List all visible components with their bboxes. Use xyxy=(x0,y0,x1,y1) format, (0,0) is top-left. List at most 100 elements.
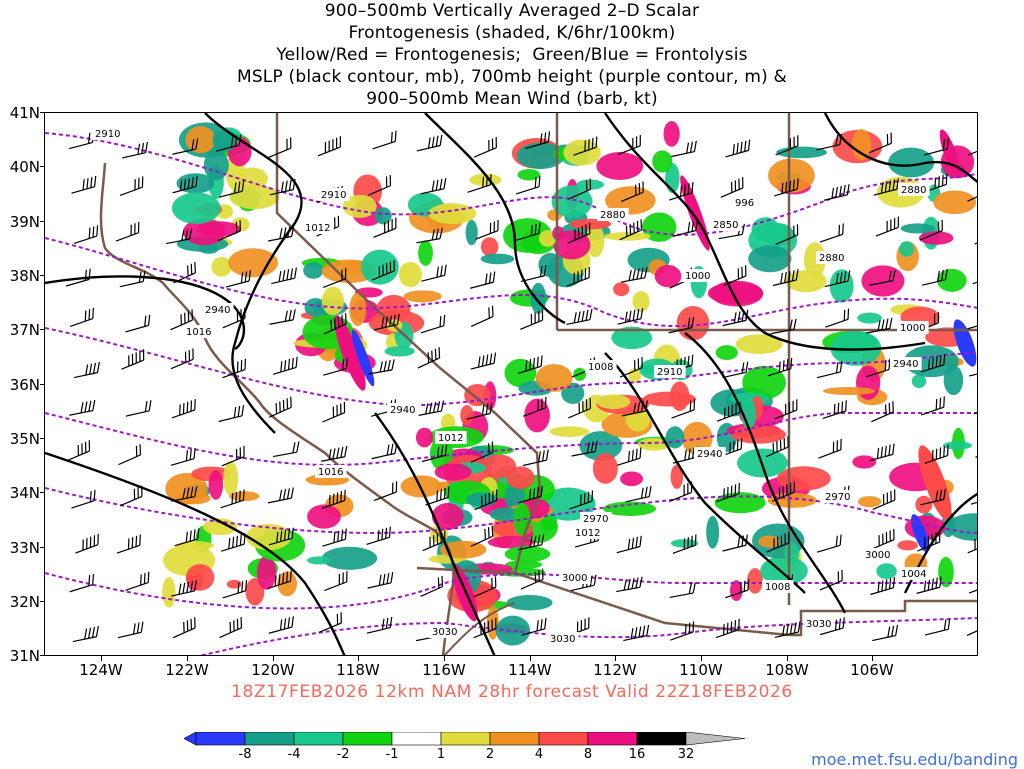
wind-barb xyxy=(63,440,93,460)
mslp-label: 1000 xyxy=(900,323,925,334)
wind-barb xyxy=(817,224,847,243)
shading-cell xyxy=(613,282,629,296)
shading-cell xyxy=(432,503,464,530)
shading-cell xyxy=(652,150,672,172)
shading-cell xyxy=(706,516,719,549)
shading-cell xyxy=(593,453,618,484)
shading-cell xyxy=(307,556,331,564)
wind-barb xyxy=(268,309,297,324)
lat-label: 35N xyxy=(0,431,40,447)
lon-tick xyxy=(872,656,873,661)
shading-cell xyxy=(664,121,680,147)
colorbar-segment xyxy=(539,732,588,745)
shading-cell xyxy=(185,126,215,153)
wind-barb xyxy=(621,625,650,641)
colorbar-arrow-right xyxy=(686,732,745,745)
shading-cell xyxy=(899,241,914,257)
shading-cell xyxy=(550,426,590,437)
lat-label: 32N xyxy=(0,594,40,610)
title-line-4: MSLP (black contour, mb), 700mb height (… xyxy=(0,66,1024,88)
wind-barb xyxy=(319,402,349,422)
mslp-label: 1004 xyxy=(901,569,926,580)
title-block: 900–500mb Vertically Averaged 2–D Scalar… xyxy=(0,0,1024,110)
shading-cell xyxy=(858,496,881,507)
shading-cell xyxy=(172,192,221,224)
wind-barb xyxy=(868,529,898,549)
lat-label: 37N xyxy=(0,322,40,338)
wind-barb xyxy=(216,405,246,421)
shading-cell xyxy=(776,147,827,159)
shading-cell xyxy=(731,425,786,443)
shading-cell xyxy=(481,254,515,265)
height-label: 2940 xyxy=(390,405,415,416)
shading-cell xyxy=(944,365,964,395)
lon-label: 106W xyxy=(842,662,902,678)
height-label: 3000 xyxy=(562,573,587,584)
lon-tick xyxy=(358,656,359,661)
colorbar-segment xyxy=(196,732,245,745)
wind-barb xyxy=(270,357,300,375)
wind-barb xyxy=(970,266,978,284)
shading-cell xyxy=(901,223,936,233)
lon-label: 118W xyxy=(328,662,388,678)
height-contour xyxy=(195,618,978,656)
shading-cell xyxy=(375,207,392,224)
wind-barb xyxy=(564,309,593,324)
shading-cell xyxy=(507,466,535,489)
wind-barb xyxy=(365,572,395,588)
height-label: 2850 xyxy=(713,220,738,231)
title-line-5: 900–500mb Mean Wind (barb, kt) xyxy=(0,88,1024,110)
shading-cell xyxy=(716,345,738,360)
wind-barb xyxy=(416,576,446,597)
shading-cell xyxy=(620,471,643,486)
lat-label: 39N xyxy=(0,214,40,230)
wind-barb xyxy=(720,535,750,551)
shading-cell xyxy=(530,283,546,314)
shading-cell xyxy=(322,547,377,570)
credit-link[interactable]: moe.met.fsu.edu/banding xyxy=(811,750,1018,769)
shading-cell xyxy=(416,428,433,448)
wind-barb xyxy=(517,309,547,329)
lon-label: 124W xyxy=(71,662,131,678)
shading-cell xyxy=(399,262,422,287)
lon-label: 116W xyxy=(414,662,474,678)
wind-barb xyxy=(116,176,146,195)
wind-barb xyxy=(868,577,898,594)
wind-barb xyxy=(122,572,152,590)
lat-label: 41N xyxy=(0,105,40,121)
wind-barb xyxy=(266,488,295,503)
height-label: 2880 xyxy=(600,210,625,221)
shading-cell xyxy=(223,461,238,496)
title-line-3: Yellow/Red = Frontogenesis; Green/Blue =… xyxy=(0,44,1024,66)
wind-barb xyxy=(415,135,445,151)
shading-cell xyxy=(857,313,882,324)
wind-barb xyxy=(814,535,844,553)
height-label: 2940 xyxy=(697,449,722,460)
wind-barb xyxy=(414,347,444,368)
wind-barb xyxy=(970,395,978,414)
lon-tick xyxy=(701,656,702,661)
height-label: 3030 xyxy=(432,627,457,638)
shading-cell xyxy=(322,287,344,316)
shading-cell xyxy=(933,190,976,214)
wind-barb xyxy=(769,319,798,334)
wind-barb xyxy=(965,312,978,329)
wind-barb xyxy=(416,400,445,415)
wind-barb xyxy=(271,442,300,457)
mslp-label: 1008 xyxy=(588,362,613,373)
colorbar-segment xyxy=(490,732,539,745)
shading-cell xyxy=(536,364,573,392)
shading-cell xyxy=(852,455,876,468)
shading-cell xyxy=(597,394,631,409)
wind-barb xyxy=(168,448,198,465)
shading-cell xyxy=(460,405,473,425)
shading-cell xyxy=(209,470,224,500)
lon-tick xyxy=(787,656,788,661)
title-line-2: Frontogenesis (shaded, K/6hr/100km) xyxy=(0,22,1024,44)
shading-cell xyxy=(670,381,690,411)
shading-cell xyxy=(768,159,815,193)
colorbar-tick-label: 4 xyxy=(519,747,559,762)
mslp-label: 996 xyxy=(735,198,754,209)
run-info: 18Z17FEB2026 12km NAM 28hr forecast Vali… xyxy=(0,682,1024,702)
